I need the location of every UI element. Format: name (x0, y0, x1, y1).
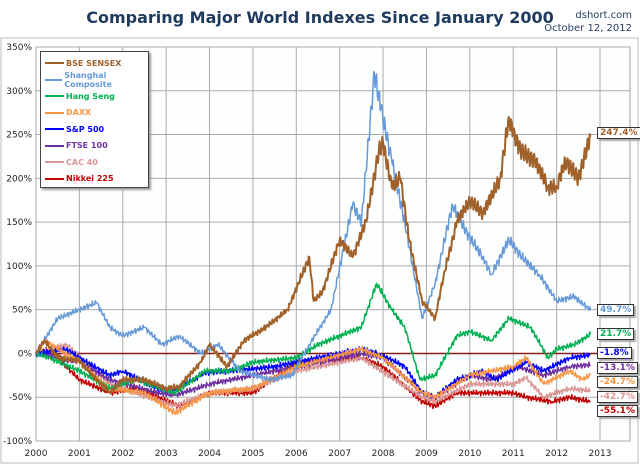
legend-swatch (45, 177, 64, 180)
x-tick-label: 2002 (111, 449, 134, 459)
legend-swatch (45, 161, 64, 163)
legend-swatch (45, 78, 63, 81)
x-tick-label: 2010 (458, 449, 481, 459)
y-tick-label: 50% (12, 306, 32, 316)
x-tick-label: 2012 (545, 449, 568, 459)
x-tick-label: 2006 (285, 449, 308, 459)
x-tick-label: 2007 (328, 449, 351, 459)
end-value-label: 247.4% (597, 127, 640, 139)
y-tick-label: 350% (6, 43, 32, 53)
legend-item: Shanghai Composite (45, 70, 148, 89)
legend-item: BSE SENSEX (45, 57, 121, 69)
legend-item: FTSE 100 (45, 140, 108, 152)
y-tick-label: -50% (9, 393, 33, 403)
legend-label: S&P 500 (66, 124, 105, 134)
y-tick-label: 200% (6, 174, 32, 184)
y-tick-label: 250% (6, 131, 32, 141)
x-tick-label: 2003 (155, 449, 178, 459)
y-tick-label: 0% (18, 349, 33, 359)
legend-item: Hang Seng (45, 90, 115, 102)
source-label: dshort.com (575, 10, 632, 21)
x-tick-label: 2005 (241, 449, 264, 459)
x-tick-label: 2001 (68, 449, 91, 459)
legend-swatch (45, 128, 64, 130)
y-tick-label: 300% (6, 87, 32, 97)
series-line-s-p-500 (35, 346, 591, 400)
x-tick-label: 2011 (502, 449, 525, 459)
end-value-label: -13.1% (597, 362, 638, 374)
y-tick-label: 100% (6, 262, 32, 272)
legend-item: CAC 40 (45, 156, 98, 168)
end-value-label: -55.1% (597, 405, 638, 417)
legend-label: DAXX (66, 108, 92, 117)
chart-title: Comparing Major World Indexes Since Janu… (86, 8, 554, 27)
x-tick-label: 2004 (198, 449, 221, 459)
legend-swatch (45, 95, 64, 97)
x-tick-label: 2009 (415, 449, 438, 459)
end-value-label: 49.7% (597, 304, 635, 316)
legend-label: Shanghai Composite (64, 70, 112, 89)
legend-label: Hang Seng (66, 91, 115, 101)
legend-item: DAXX (45, 107, 91, 119)
x-tick-label: 2008 (372, 449, 395, 459)
legend-item: Nikkei 225 (45, 173, 114, 185)
y-tick-label: 150% (6, 218, 32, 228)
legend-item: S&P 500 (45, 123, 104, 135)
end-value-label: -24.7% (597, 376, 638, 388)
legend-swatch (45, 144, 64, 147)
end-value-label: -42.7% (597, 391, 638, 403)
legend-swatch (45, 111, 64, 114)
legend: BSE SENSEX Shanghai Composite Hang Seng DAX… (40, 51, 149, 188)
chart-border (0, 37, 639, 464)
legend-label: BSE SENSEX (66, 58, 122, 68)
legend-label: CAC 40 (66, 157, 98, 167)
legend-swatch (45, 62, 64, 64)
x-tick-label: 2013 (589, 449, 612, 459)
legend-label: FTSE 100 (66, 141, 108, 150)
end-value-label: -1.8% (597, 347, 632, 359)
series-line-bse-sensex (35, 116, 592, 395)
x-tick-label: 2000 (25, 449, 48, 459)
series-line-shanghai-composite (35, 70, 592, 383)
series-line-daxx (35, 338, 592, 416)
end-value-label: 21.7% (597, 328, 635, 340)
y-tick-label: -100% (3, 437, 32, 447)
legend-label: Nikkei 225 (66, 174, 114, 183)
date-label: October 12, 2012 (544, 23, 632, 34)
